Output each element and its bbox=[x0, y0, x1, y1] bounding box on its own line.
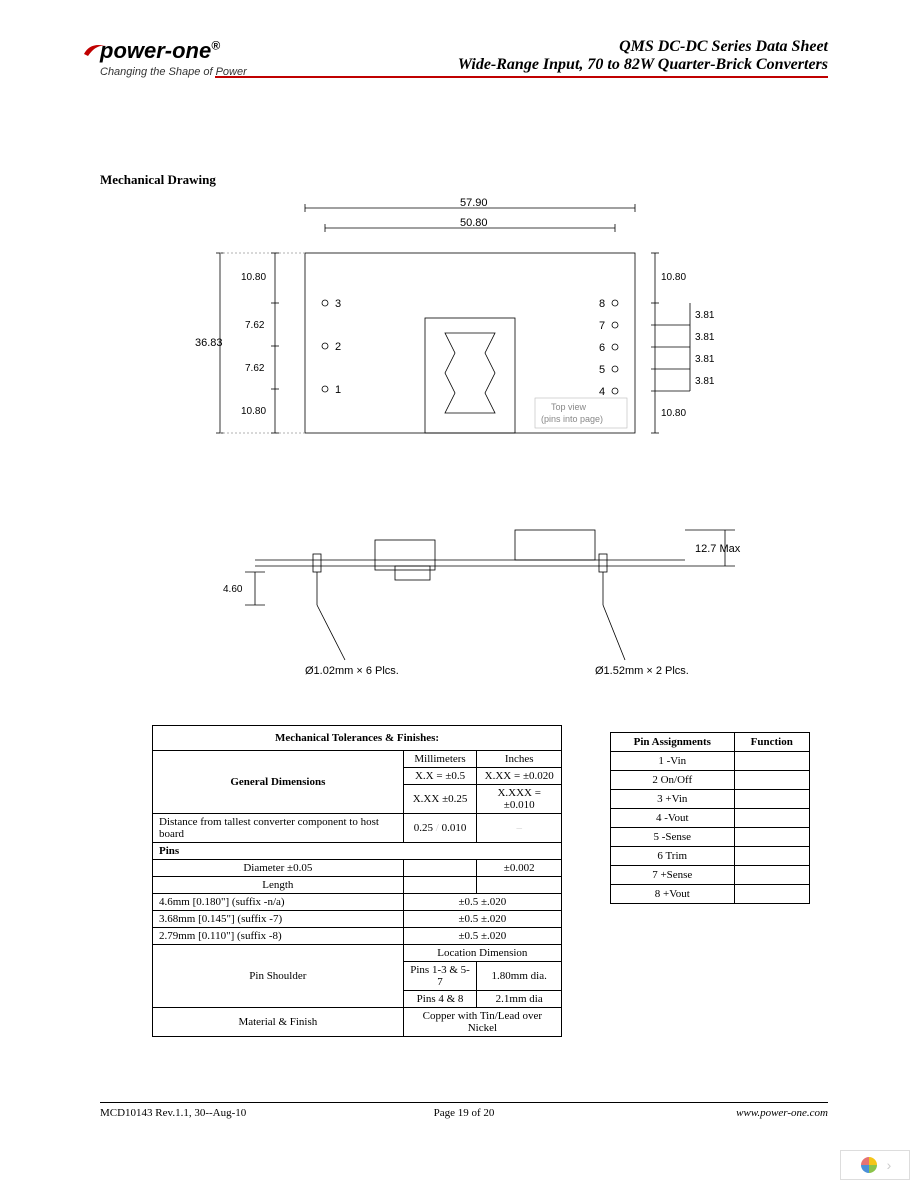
doc-title-line1: QMS DC-DC Series Data Sheet bbox=[458, 38, 828, 56]
pin-row: 8 +Vout bbox=[611, 885, 810, 904]
chevron-right-icon: › bbox=[887, 1157, 892, 1173]
general-dims-label: General Dimensions bbox=[153, 751, 404, 814]
location-header: Location Dimension bbox=[403, 945, 561, 962]
distance-mm: 0.25 / 0.010 bbox=[403, 814, 477, 843]
len-row-2-val: ±0.5 ±.020 bbox=[403, 928, 561, 945]
shoulder-label: Pin Shoulder bbox=[153, 945, 404, 1008]
doc-title-line2: Wide-Range Input, 70 to 82W Quarter-Bric… bbox=[458, 56, 828, 74]
logo: power-one® Changing the Shape of Power bbox=[100, 38, 247, 78]
gd-mm-2: X.XX ±0.25 bbox=[403, 785, 477, 814]
pin-row: 1 -Vin bbox=[611, 752, 810, 771]
dim-right-s4: 3.81 bbox=[695, 376, 715, 387]
gd-in-2: X.XXX = ±0.010 bbox=[477, 785, 562, 814]
pin-spec-small: Ø1.02mm × 6 Plcs. bbox=[305, 665, 399, 677]
pin-label-5: 5 bbox=[599, 364, 605, 376]
diameter-in: ±0.002 bbox=[477, 860, 562, 877]
material-label: Material & Finish bbox=[153, 1008, 404, 1037]
material-val: Copper with Tin/Lead over Nickel bbox=[403, 1008, 561, 1037]
dim-pin-len: 4.60 bbox=[223, 584, 243, 595]
distance-in: – bbox=[477, 814, 562, 843]
shoulder-0-dia: 1.80mm dia. bbox=[477, 962, 562, 991]
col-mm-header: Millimeters bbox=[403, 751, 477, 768]
logo-swoosh-icon bbox=[82, 40, 108, 58]
dim-overall-w: 57.90 bbox=[460, 198, 488, 209]
pin-spec-large: Ø1.52mm × 2 Plcs. bbox=[595, 665, 689, 677]
col-in-header: Inches bbox=[477, 751, 562, 768]
dim-height-max: 12.7 Max bbox=[695, 543, 741, 555]
pin-label-2: 2 bbox=[335, 341, 341, 353]
dim-right-bot: 10.80 bbox=[661, 408, 686, 419]
page-footer: MCD10143 Rev.1.1, 30--Aug-10 Page 19 of … bbox=[100, 1102, 828, 1119]
footer-doc-rev: MCD10143 Rev.1.1, 30--Aug-10 bbox=[100, 1107, 246, 1119]
tolerances-table: Mechanical Tolerances & Finishes: Genera… bbox=[152, 725, 562, 1037]
len-row-2-label: 2.79mm [0.110"] (suffix -8) bbox=[153, 928, 404, 945]
doc-title: QMS DC-DC Series Data Sheet Wide-Range I… bbox=[458, 38, 828, 74]
section-title: Mechanical Drawing bbox=[100, 172, 216, 188]
diameter-label: Diameter ±0.05 bbox=[153, 860, 404, 877]
mechanical-top-view: 57.90 50.80 36.83 3 2 1 10.80 7.62 7.62 … bbox=[195, 198, 755, 468]
mechanical-side-view: 12.7 Max 4.60 Ø1.02mm × 6 Plcs. Ø1.52mm … bbox=[195, 510, 755, 690]
dim-left-mid2: 7.62 bbox=[245, 363, 265, 374]
pin-row: 3 +Vin bbox=[611, 790, 810, 809]
gd-in-1: X.XX = ±0.020 bbox=[477, 768, 562, 785]
len-row-1-label: 3.68mm [0.145"] (suffix -7) bbox=[153, 911, 404, 928]
pin-row: 7 +Sense bbox=[611, 866, 810, 885]
pin-row: 4 -Vout bbox=[611, 809, 810, 828]
gd-mm-1: X.X = ±0.5 bbox=[403, 768, 477, 785]
viewer-next-button[interactable]: › bbox=[840, 1150, 910, 1180]
shoulder-1-dia: 2.1mm dia bbox=[477, 991, 562, 1008]
len-row-1-val: ±0.5 ±.020 bbox=[403, 911, 561, 928]
dim-left-top: 10.80 bbox=[241, 272, 266, 283]
note-top-view-l1: Top view bbox=[551, 402, 587, 412]
length-header: Length bbox=[153, 877, 404, 894]
pin-row: 5 -Sense bbox=[611, 828, 810, 847]
shoulder-0-pins: Pins 1-3 & 5-7 bbox=[403, 962, 477, 991]
dim-right-s2: 3.81 bbox=[695, 332, 715, 343]
dim-right-s3: 3.81 bbox=[695, 354, 715, 365]
pin-assignments-table: Pin Assignments Function 1 -Vin 2 On/Off… bbox=[610, 732, 810, 904]
pin-label-8: 8 bbox=[599, 298, 605, 310]
dim-right-s1: 3.81 bbox=[695, 310, 715, 321]
dim-right-top: 10.80 bbox=[661, 272, 686, 283]
pin-label-3: 3 bbox=[335, 298, 341, 310]
header-rule bbox=[215, 76, 828, 78]
len-row-0-label: 4.6mm [0.180"] (suffix -n/a) bbox=[153, 894, 404, 911]
dim-overall-h: 36.83 bbox=[195, 337, 223, 349]
tol-title: Mechanical Tolerances & Finishes: bbox=[153, 726, 562, 751]
pin-label-4: 4 bbox=[599, 386, 605, 398]
page-header: power-one® Changing the Shape of Power Q… bbox=[100, 38, 828, 98]
footer-page-num: Page 19 of 20 bbox=[434, 1107, 495, 1119]
pin-label-1: 1 bbox=[335, 384, 341, 396]
note-top-view-l2: (pins into page) bbox=[541, 414, 603, 424]
distance-label: Distance from tallest converter componen… bbox=[153, 814, 404, 843]
shoulder-1-pins: Pins 4 & 8 bbox=[403, 991, 477, 1008]
pin-header-func: Function bbox=[734, 733, 809, 752]
pins-header: Pins bbox=[153, 843, 562, 860]
pin-row: 6 Trim bbox=[611, 847, 810, 866]
len-row-0-val: ±0.5 ±.020 bbox=[403, 894, 561, 911]
logo-text: power-one® bbox=[100, 38, 220, 63]
pin-label-6: 6 bbox=[599, 342, 605, 354]
footer-url: www.power-one.com bbox=[736, 1107, 828, 1119]
dim-left-mid1: 7.62 bbox=[245, 320, 265, 331]
pin-label-7: 7 bbox=[599, 320, 605, 332]
pin-header-assign: Pin Assignments bbox=[611, 733, 735, 752]
pin-row: 2 On/Off bbox=[611, 771, 810, 790]
dim-left-bot: 10.80 bbox=[241, 406, 266, 417]
dim-pin-col-w: 50.80 bbox=[460, 217, 488, 229]
pinwheel-icon bbox=[859, 1155, 879, 1175]
